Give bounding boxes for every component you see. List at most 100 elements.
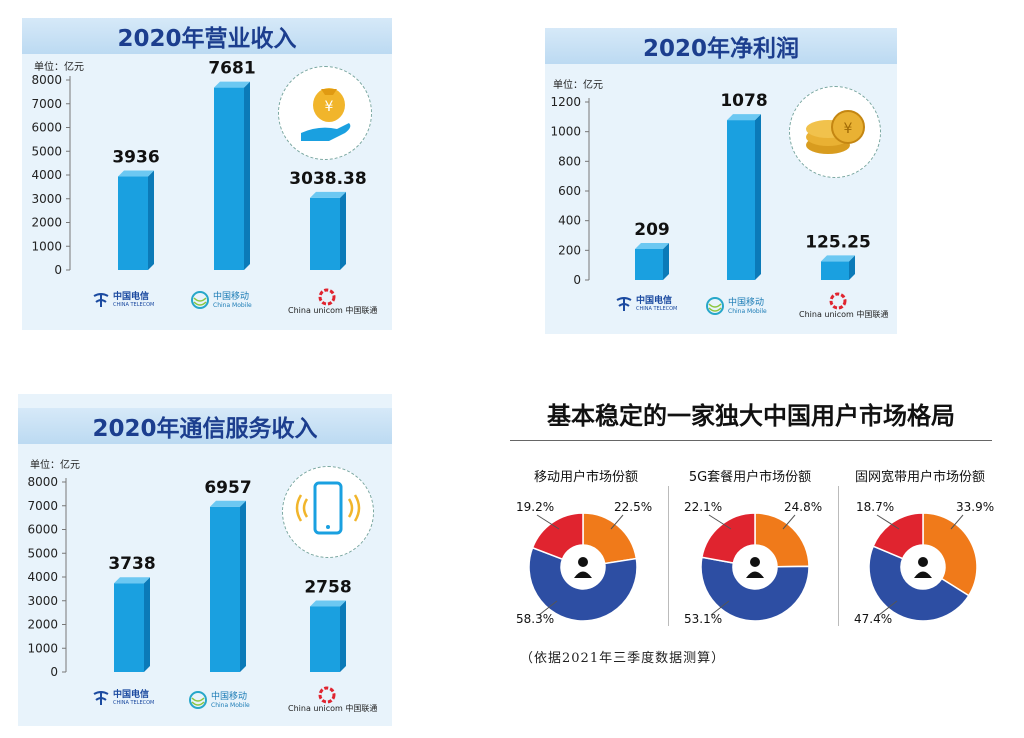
unicom-en-name: China unicom — [288, 704, 343, 713]
coins-icon: ¥ — [789, 86, 881, 178]
y-tick-label: 8000 — [31, 73, 62, 87]
panel-title: 2020年净利润 — [545, 28, 897, 64]
unit-label: 单位：亿元 — [30, 458, 80, 471]
bar-side — [849, 255, 855, 280]
user-body — [914, 571, 932, 578]
bar-value-label: 3738 — [108, 554, 155, 574]
bar-group — [114, 577, 150, 672]
bar-value-label: 2758 — [304, 577, 351, 597]
telecom-cn-name: 中国电信 — [113, 292, 150, 302]
unicom-name: China unicom 中国联通 — [799, 310, 888, 319]
bar — [727, 120, 755, 280]
bar-value-label: 3936 — [112, 148, 159, 168]
unicom-knot-icon — [829, 292, 847, 310]
footnote: （依据2021年三季度数据测算） — [520, 651, 726, 666]
unicom-name: China unicom 中国联通 — [288, 704, 377, 713]
telecom-en-name: CHINA TELECOM — [113, 302, 155, 308]
donut-hole — [561, 545, 605, 589]
y-tick-label: 1000 — [31, 239, 62, 253]
pct-label-telecom: 22.5% — [614, 500, 653, 514]
y-tick-label: 1000 — [27, 641, 58, 655]
pie-slice — [868, 545, 970, 622]
bar-side — [755, 114, 761, 280]
money-bag-hand-icon: ¥ — [278, 66, 372, 160]
bar-top — [310, 191, 346, 198]
company-logos: 中国电信 CHINA TELECOM 中国移动 China Mobile China… — [22, 288, 392, 320]
pie-slice — [701, 512, 756, 564]
china-telecom-logo: 中国电信 CHINA TELECOM — [92, 292, 154, 308]
y-tick-label: 400 — [558, 214, 581, 228]
pie-slice — [531, 512, 584, 561]
china-telecom-logo: 中国电信 CHINA TELECOM — [92, 690, 154, 706]
pie-slice — [872, 512, 924, 560]
pie-slice — [528, 546, 638, 622]
user-icon — [914, 557, 932, 578]
y-tick-label: 200 — [558, 243, 581, 257]
bar — [310, 197, 340, 270]
telecom-en-name: CHINA TELECOM — [636, 306, 678, 312]
china-unicom-logo: China unicom 中国联通 — [288, 686, 377, 713]
mobile-globe-icon — [191, 291, 209, 309]
pct-label-unicom: 18.7% — [856, 500, 895, 514]
mobile-cn-name: 中国移动 — [211, 691, 248, 702]
y-tick-label: 4000 — [27, 570, 58, 584]
bar-value-label: 125.25 — [805, 232, 871, 252]
china-unicom-logo: China unicom 中国联通 — [288, 288, 377, 315]
y-tick-label: 6000 — [27, 523, 58, 537]
bar-value-label: 6957 — [204, 478, 251, 498]
bar — [214, 87, 244, 270]
leader-line — [876, 514, 900, 530]
bar-side — [148, 170, 154, 270]
telecom-cn-name: 中国电信 — [636, 296, 673, 306]
revenue-panel: 2020年营业收入 单位：亿元 0 1000 2000 3000 4000 5000 6000… — [22, 18, 392, 330]
unit-label: 单位：亿元 — [34, 60, 84, 73]
leader-line — [782, 514, 796, 530]
unicom-cn-name: 中国联通 — [345, 704, 378, 713]
svg-text:¥: ¥ — [325, 99, 334, 115]
pct-label-unicom: 22.1% — [684, 500, 723, 514]
mobile-en-name: China Mobile — [728, 307, 767, 315]
comm-service-revenue-panel: 2020年通信服务收入 单位：亿元 0 1000 2000 3000 4000 5000 60… — [18, 394, 392, 726]
leader-line — [950, 514, 964, 530]
bar-group — [310, 191, 346, 270]
bar-group — [310, 600, 346, 672]
user-icon — [574, 557, 592, 578]
pct-label-telecom: 24.8% — [784, 500, 823, 514]
pct-label-mobile: 58.3% — [516, 612, 555, 626]
y-tick-label: 7000 — [31, 97, 62, 111]
unicom-en-name: China unicom — [799, 310, 854, 319]
column-divider — [838, 486, 839, 626]
unicom-name: China unicom 中国联通 — [288, 306, 377, 315]
china-unicom-logo: China unicom 中国联通 — [799, 292, 888, 319]
telecom-swirl-icon — [93, 293, 109, 307]
bar-group — [635, 242, 669, 280]
bar-top — [210, 500, 246, 507]
mobile-en-name: China Mobile — [213, 301, 252, 309]
pct-label-unicom: 19.2% — [516, 500, 555, 514]
bar-top — [727, 114, 761, 121]
donut-title: 固网宽带用户市场份额 — [854, 470, 985, 485]
china-mobile-logo: 中国移动 China Mobile — [705, 296, 767, 316]
pct-label-mobile: 47.4% — [854, 612, 893, 626]
bar-value-label: 1078 — [720, 91, 767, 111]
user-head — [918, 557, 928, 567]
china-mobile-logo: 中国移动 China Mobile — [188, 690, 250, 710]
y-tick-label: 2000 — [27, 618, 58, 632]
unicom-cn-name: 中国联通 — [856, 310, 889, 319]
china-telecom-logo: 中国电信 CHINA TELECOM — [615, 296, 677, 312]
market-share-title: 基本稳定的一家独大中国用户市场格局 — [547, 402, 955, 430]
bar-group — [727, 114, 761, 280]
unicom-knot-icon — [318, 288, 336, 306]
bar-value-label: 7681 — [208, 59, 255, 79]
leader-line — [536, 514, 560, 530]
y-tick-label: 1200 — [550, 95, 581, 109]
bar-side — [340, 191, 346, 270]
bar — [114, 583, 144, 672]
column-divider — [668, 486, 669, 626]
user-body — [746, 571, 764, 578]
bar — [118, 176, 148, 270]
comm-service-revenue-chart: 单位：亿元 0 1000 2000 3000 4000 5000 6000 7000 8000 37… — [27, 458, 351, 679]
y-tick-label: 2000 — [31, 216, 62, 230]
pie-slice — [754, 512, 810, 568]
bar-side — [240, 500, 246, 672]
